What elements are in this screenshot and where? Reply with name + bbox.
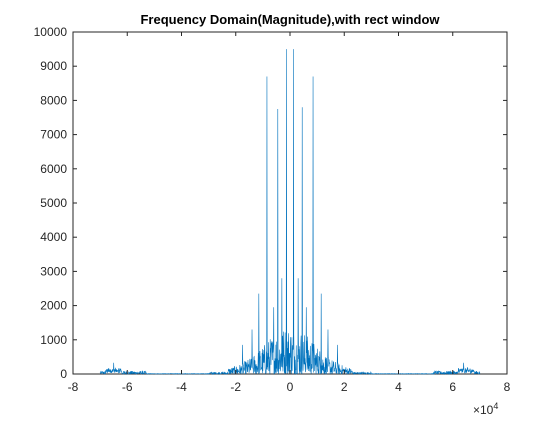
- x-axis: -8 -6 -4 -2 0 2 4 6 8: [68, 32, 511, 394]
- y-tick-label: 1000: [40, 333, 67, 347]
- y-tick-label: 2000: [40, 299, 67, 313]
- y-tick-label: 7000: [40, 128, 67, 142]
- plot-area: [72, 31, 508, 376]
- x-tick-label: -8: [68, 380, 79, 394]
- y-tick-label: 9000: [40, 59, 67, 73]
- y-tick-label: 4000: [40, 230, 67, 244]
- x-tick-label: 0: [287, 380, 294, 394]
- y-axis: 0 1000 2000 3000 4000 5000 6000 7000 8000 9000 100…: [34, 25, 507, 381]
- x-tick-label: 2: [341, 380, 348, 394]
- x-tick-label: 8: [504, 380, 511, 394]
- chart-title: Frequency Domain(Magnitude),with rect wi…: [140, 12, 440, 27]
- x-tick-label: -4: [176, 380, 187, 394]
- y-tick-label: 3000: [40, 264, 67, 278]
- axes-box: [72, 31, 508, 375]
- x-axis-exponent-label: ×104: [473, 401, 498, 417]
- y-tick-label: 10000: [34, 25, 68, 39]
- x-tick-label: 6: [449, 380, 456, 394]
- y-tick-label: 8000: [40, 93, 67, 107]
- x-tick-label: -6: [122, 380, 133, 394]
- magnitude-series-line: [99, 49, 481, 376]
- y-tick-label: 6000: [40, 162, 67, 176]
- x-tick-label: 4: [395, 380, 402, 394]
- y-tick-label: 0: [60, 367, 67, 381]
- y-tick-label: 5000: [40, 196, 67, 210]
- x-tick-label: -2: [230, 380, 241, 394]
